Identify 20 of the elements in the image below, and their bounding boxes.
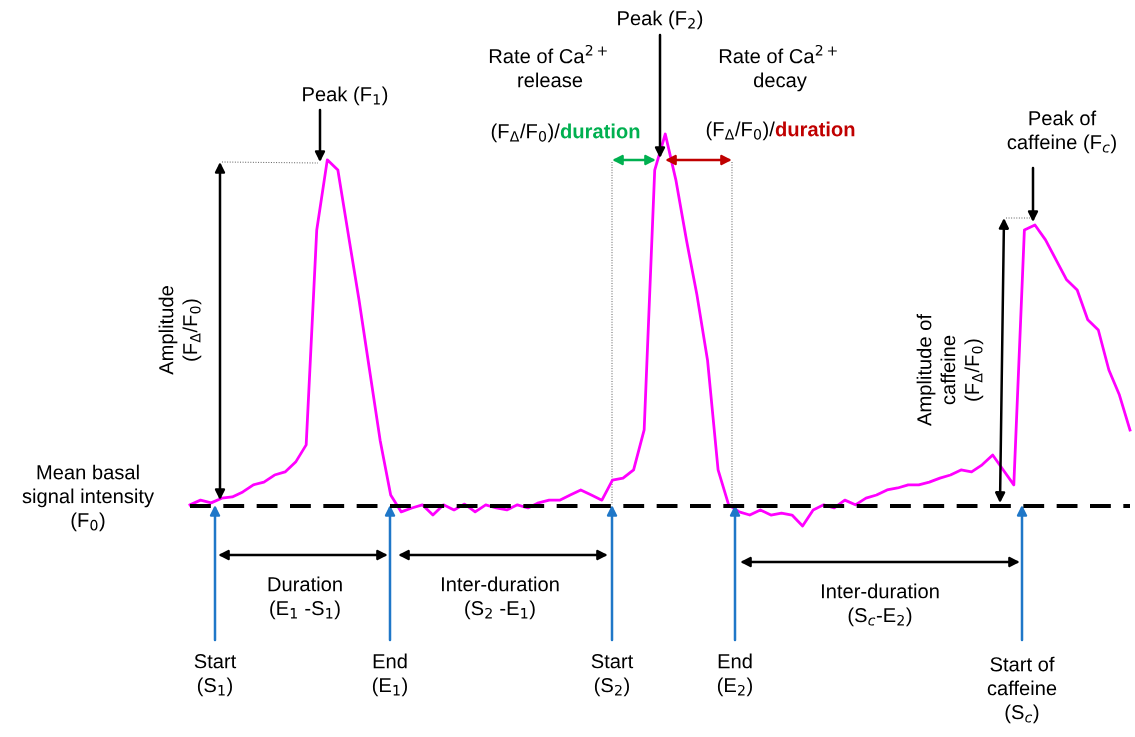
text: Start (S$_{1}$)	[194, 654, 237, 697]
text: Inter-duration (S$_{2}$ -E$_{1}$)	[441, 576, 559, 620]
text: Start (S$_{2}$)	[591, 654, 634, 697]
text: Mean basal signal intensity (F$_{0}$)	[22, 464, 155, 532]
text: Start of caffeine (S$_{c}$)	[987, 656, 1057, 724]
annotation: duration	[560, 123, 640, 139]
annotation: Peak of caffeine (F$_{c}$)	[1007, 110, 1116, 154]
text: Inter-duration (S$_{c}$-E$_{2}$)	[821, 583, 939, 627]
text: Peak (F$_{2}$)	[618, 10, 703, 30]
annotation: (F$_{Δ}$/F$_{0}$)/	[491, 123, 560, 143]
text: Duration (E$_{1}$ -S$_{1}$)	[268, 576, 342, 620]
text: Peak (F$_{1}$)	[303, 86, 388, 106]
text: Rate of Ca$^{2+}$ release	[489, 44, 607, 88]
text: End (E$_{1}$)	[372, 653, 407, 697]
annotation: Amplitude of caffeine (F$_{Δ}$/F$_{0}$)	[916, 313, 984, 426]
annotation: duration	[775, 121, 855, 137]
annotation: Amplitude (F$_{Δ}$/F$_{0}$)	[158, 286, 202, 375]
text: Rate of Ca$^{2+}$ decay	[719, 44, 837, 92]
text: End (E$_{2}$)	[717, 653, 752, 697]
annotation: (F$_{Δ}$/F$_{0}$)/	[706, 121, 775, 141]
